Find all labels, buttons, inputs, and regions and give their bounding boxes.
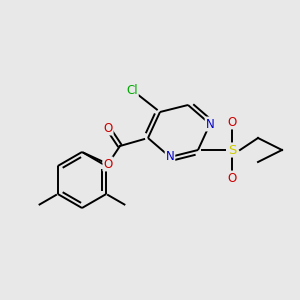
Text: S: S: [228, 143, 236, 157]
Text: O: O: [103, 122, 112, 134]
Text: N: N: [206, 118, 214, 130]
Text: O: O: [227, 116, 237, 128]
Text: O: O: [227, 172, 237, 184]
Text: N: N: [166, 151, 174, 164]
Text: Cl: Cl: [126, 83, 138, 97]
Text: O: O: [103, 158, 112, 170]
